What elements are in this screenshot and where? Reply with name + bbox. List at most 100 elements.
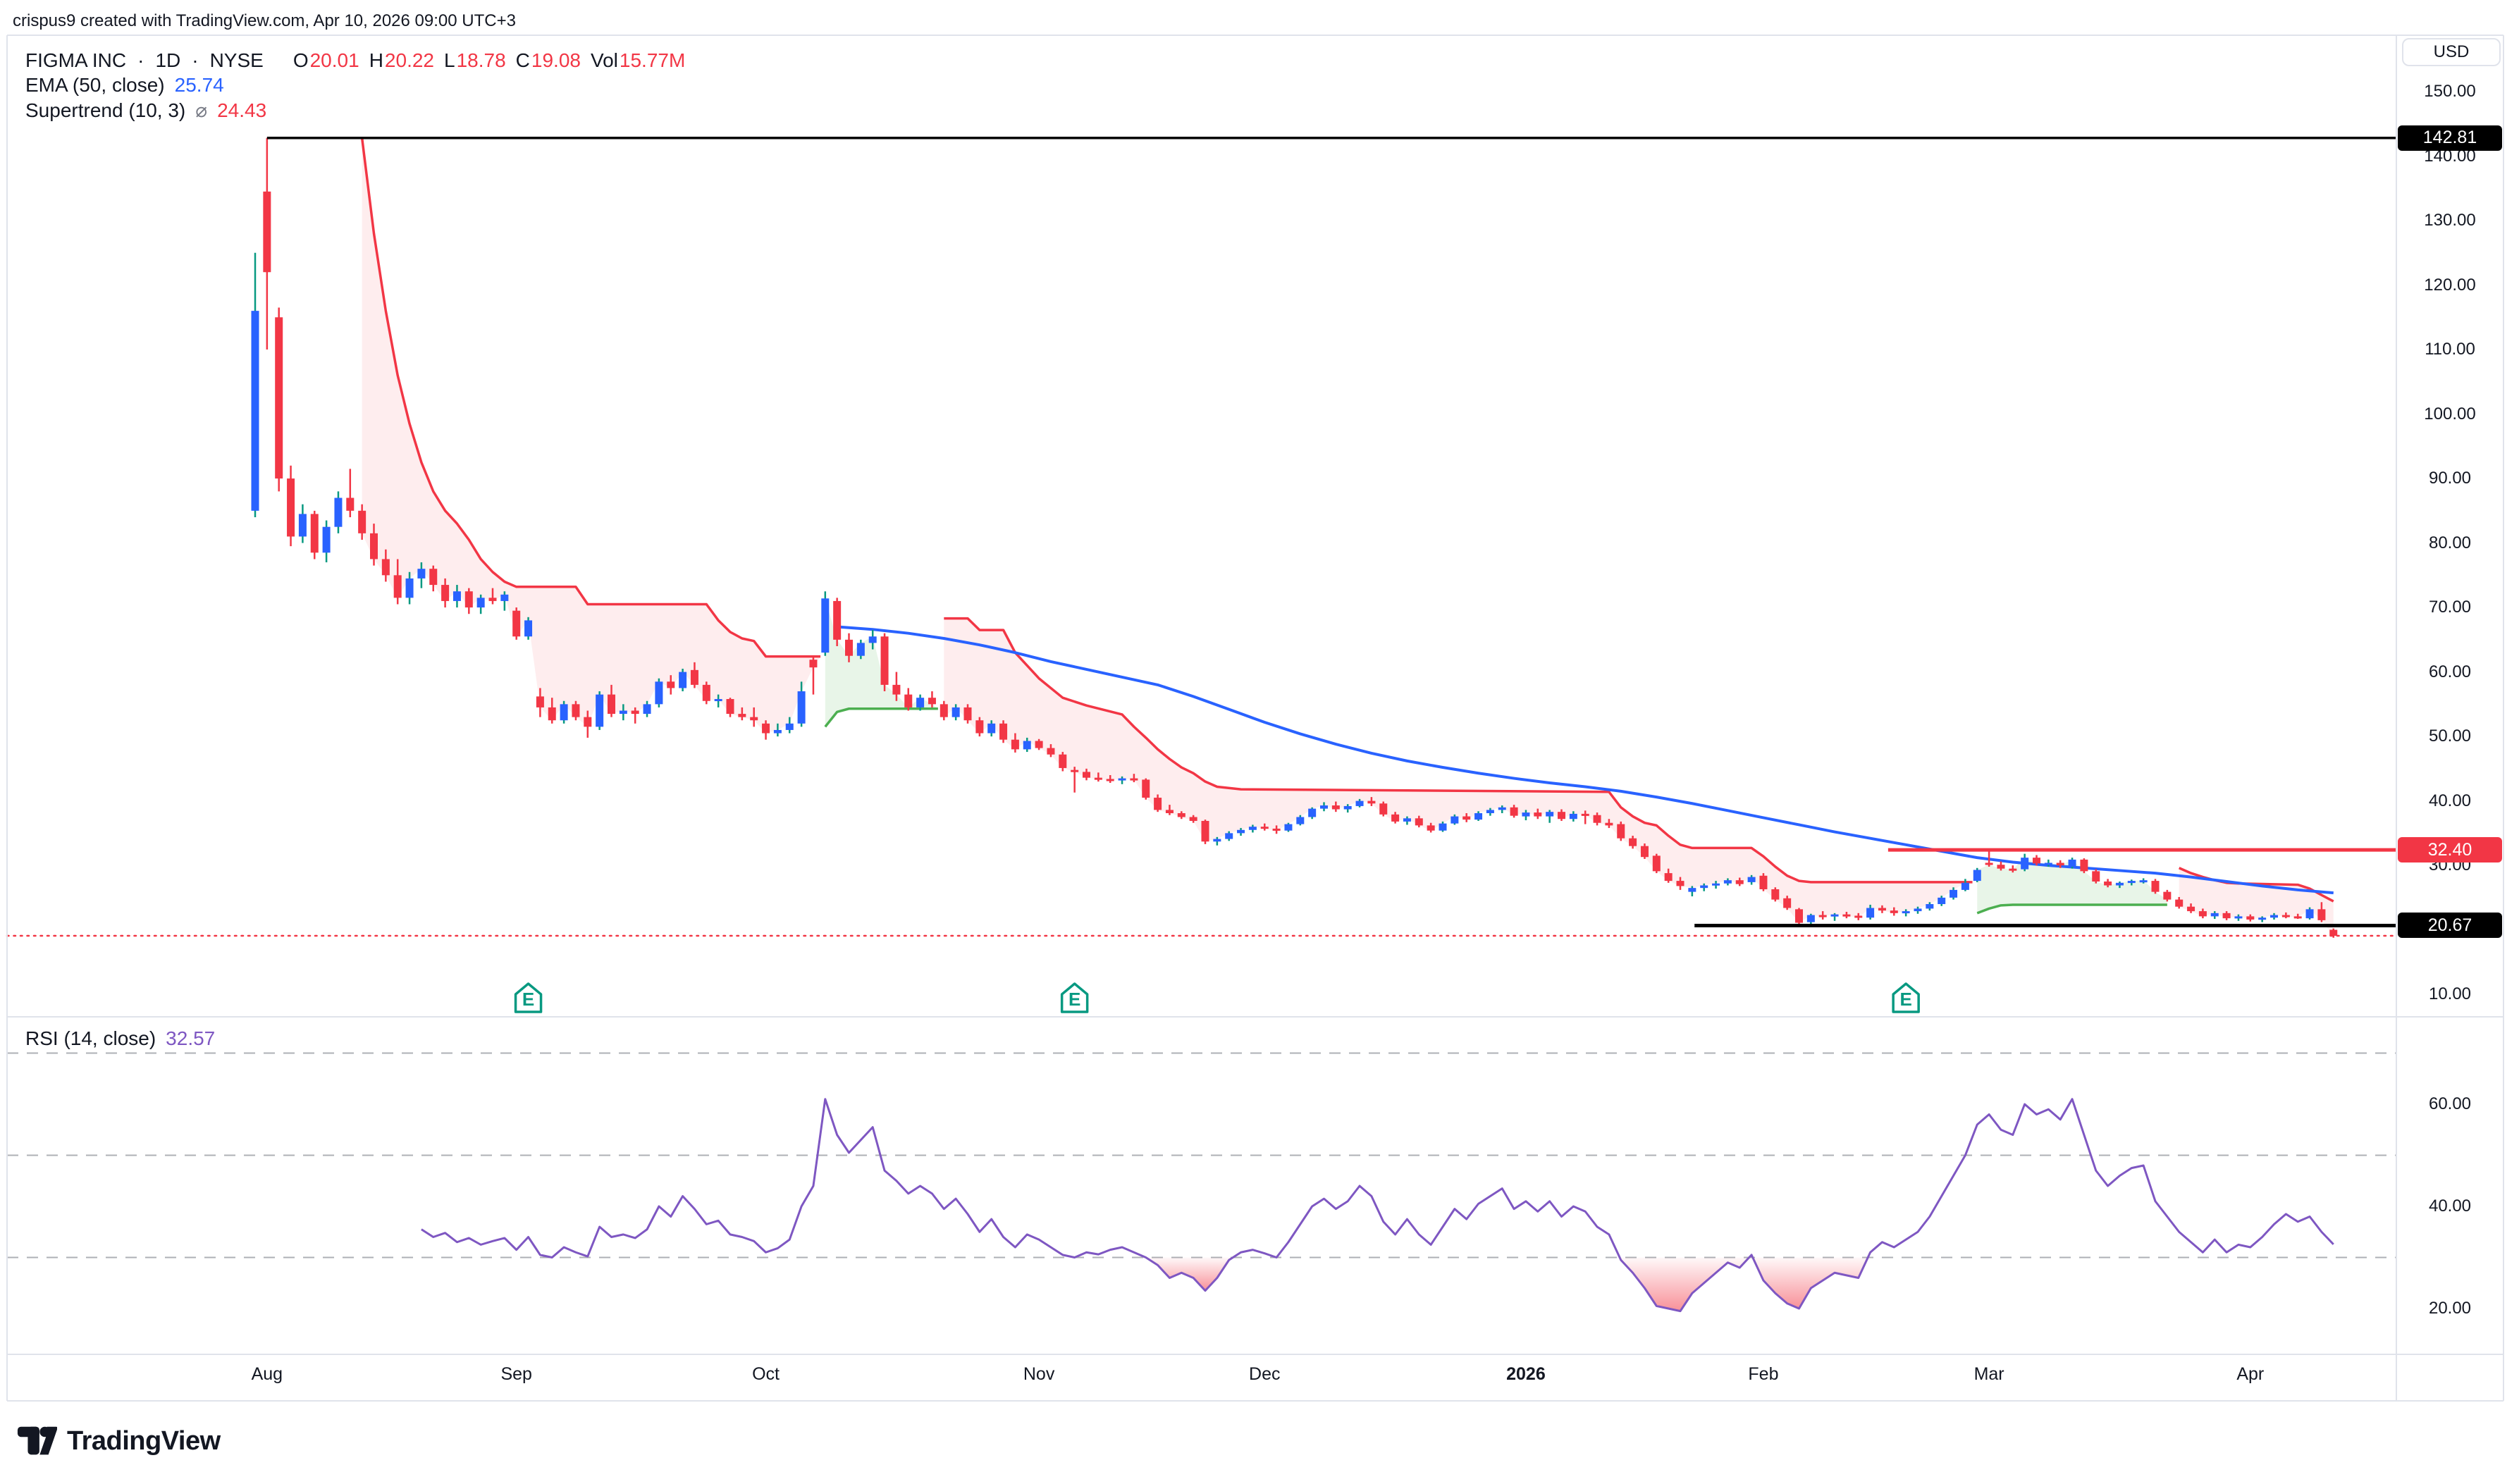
- candle-body: [1379, 803, 1388, 815]
- candle-body: [975, 720, 984, 734]
- candle-body: [1367, 800, 1376, 804]
- candle-body: [441, 585, 450, 601]
- candle-body: [2068, 859, 2076, 867]
- candle-body: [1735, 880, 1744, 884]
- candle-body: [940, 704, 948, 717]
- ohlc-close: C 19.08: [515, 49, 581, 71]
- candle-body: [2187, 906, 2195, 912]
- candle-body: [1973, 870, 1981, 882]
- time-tick-label: Sep: [500, 1364, 532, 1384]
- candle-body: [488, 598, 497, 601]
- candle-body: [1011, 739, 1019, 750]
- price-marker-label: 20.67: [2398, 913, 2502, 939]
- rsi-tick-label: 60.00: [2428, 1094, 2472, 1113]
- candle-body: [2151, 881, 2160, 892]
- candle-body: [1083, 772, 1090, 778]
- candle-body: [880, 636, 889, 685]
- exchange-label[interactable]: NYSE: [209, 49, 264, 71]
- symbol-name[interactable]: FIGMA INC: [25, 49, 127, 71]
- legend-separator: ·: [137, 49, 144, 71]
- candle-body: [999, 723, 1008, 740]
- interval-label[interactable]: 1D: [155, 49, 181, 71]
- candle-body: [785, 723, 794, 730]
- candle-body: [2009, 868, 2017, 871]
- candle-body: [1059, 754, 1067, 768]
- candle-body: [1842, 914, 1851, 917]
- symbol-legend-row[interactable]: FIGMA INC · 1D · NYSE O 20.01 H 20.22 L 18.…: [25, 49, 685, 72]
- candle-body: [1439, 823, 1447, 831]
- candle-body: [1272, 828, 1281, 831]
- candle-body: [1783, 898, 1792, 908]
- candle-body: [655, 681, 663, 705]
- candle-body: [2127, 881, 2136, 884]
- earnings-icon[interactable]: E: [1892, 982, 1920, 1013]
- candle-body: [287, 478, 295, 537]
- svg-text:E: E: [1068, 989, 1080, 1010]
- ema-label[interactable]: EMA (50, close): [25, 74, 165, 96]
- candle-body: [2033, 858, 2040, 864]
- candle-body: [1629, 838, 1637, 846]
- candle-body: [1558, 812, 1565, 820]
- candle-body: [1522, 812, 1530, 817]
- time-tick-label: Dec: [1249, 1364, 1281, 1384]
- candle-body: [1795, 909, 1803, 923]
- candle-body: [2092, 871, 2100, 882]
- candle-body: [821, 598, 830, 653]
- currency-badge[interactable]: USD: [2402, 38, 2501, 66]
- time-tick-label: 2026: [1506, 1364, 1546, 1384]
- candle-body: [1296, 817, 1305, 824]
- earnings-icon[interactable]: E: [1060, 982, 1089, 1013]
- candle-body: [1308, 808, 1317, 817]
- price-tick-label: 130.00: [2424, 211, 2476, 230]
- candle-body: [2270, 915, 2278, 918]
- supertrend-value: 24.43: [217, 99, 267, 121]
- price-tick-label: 10.00: [2428, 984, 2472, 1004]
- rsi-legend-row[interactable]: RSI (14, close) 32.57: [25, 1027, 215, 1050]
- candle-body: [1664, 873, 1673, 882]
- candle-body: [452, 591, 461, 601]
- price-tick-label: 90.00: [2428, 469, 2472, 488]
- candle-body: [310, 514, 319, 553]
- earnings-icon[interactable]: E: [514, 982, 543, 1013]
- candle-body: [797, 691, 806, 724]
- candle-body: [1747, 877, 1756, 882]
- candle-body: [619, 710, 627, 715]
- candle-body: [1498, 807, 1506, 810]
- candle-body: [1154, 798, 1162, 810]
- candle-body: [381, 559, 390, 576]
- rsi-value: 32.57: [166, 1027, 216, 1049]
- supertrend-layer: [360, 137, 2334, 936]
- price-tick-label: 100.00: [2424, 404, 2476, 423]
- price-tick-label: 50.00: [2428, 726, 2472, 746]
- candle-body: [1355, 800, 1364, 806]
- supertrend-label[interactable]: Supertrend (10, 3): [25, 99, 186, 121]
- candle-body: [1806, 915, 1815, 922]
- candle-body: [2258, 917, 2267, 920]
- candle-body: [298, 514, 307, 537]
- candle-body: [608, 694, 615, 715]
- candle-body: [702, 684, 710, 701]
- candle-body: [631, 710, 639, 715]
- supertrend-legend-row[interactable]: Supertrend (10, 3) ⌀ 24.43: [25, 99, 266, 122]
- candle-body: [1818, 915, 1827, 917]
- rsi-label[interactable]: RSI (14, close): [25, 1027, 156, 1049]
- supertrend-line-down: [360, 137, 821, 658]
- candle-body: [833, 600, 842, 640]
- candle-body: [1759, 875, 1768, 889]
- tradingview-logo[interactable]: TradingView: [16, 1425, 221, 1457]
- candles-layer[interactable]: [251, 137, 2338, 938]
- price-tick-label: 60.00: [2428, 662, 2472, 681]
- candle-body: [560, 704, 568, 721]
- price-tick-label: 70.00: [2428, 598, 2472, 617]
- candle-body: [1997, 865, 2005, 869]
- candle-body: [1950, 889, 1958, 898]
- candle-body: [2317, 909, 2326, 920]
- candle-body: [667, 681, 675, 688]
- candle-body: [1688, 888, 1696, 892]
- candle-body: [2115, 882, 2124, 886]
- ema-legend-row[interactable]: EMA (50, close) 25.74: [25, 74, 224, 97]
- candle-body: [773, 729, 782, 734]
- candle-body: [1771, 889, 1780, 900]
- candle-body: [963, 707, 972, 721]
